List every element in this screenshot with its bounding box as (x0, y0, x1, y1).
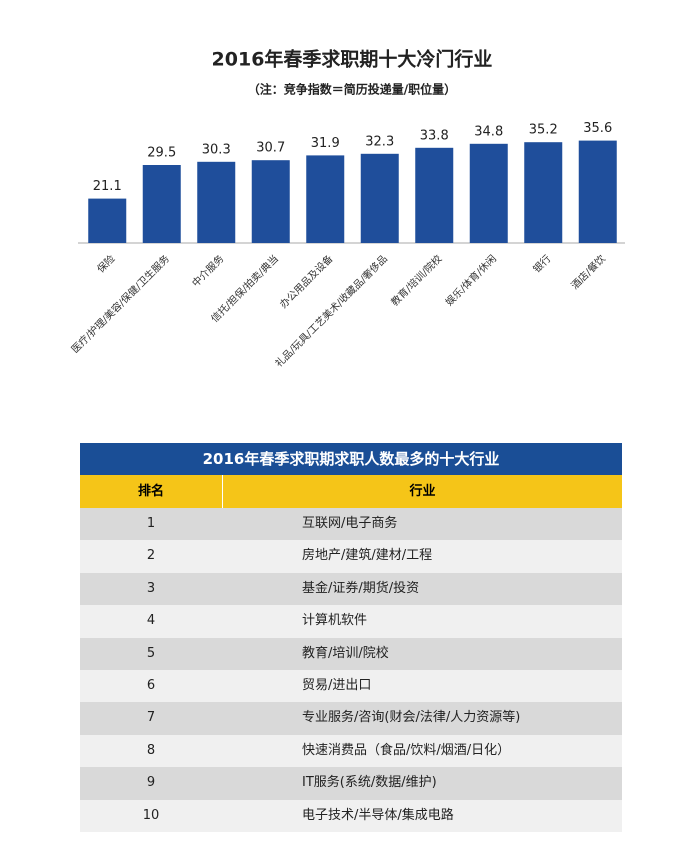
chart-subtitle: （注：竞争指数＝简历投递量/职位量） (248, 82, 456, 97)
chart-title: 2016年春季求职期十大冷门行业 (212, 48, 493, 71)
table-row: 1 互联网/电子商务 (80, 508, 622, 541)
x-tick-label: 酒店/餐饮 (568, 252, 608, 292)
x-tick-label: 教育/培训/院校 (388, 252, 444, 308)
table-cell: 房地产/建筑/建材/工程 (302, 548, 433, 564)
table-row: 8 快速消费品（食品/饮料/烟酒/日化） (80, 734, 622, 768)
bar (306, 155, 345, 243)
data-label: 32.3 (365, 134, 394, 149)
table-cell: IT服务(系统/数据/维护) (302, 775, 437, 791)
data-label: 29.5 (147, 146, 176, 161)
table-cell: 6 (146, 677, 156, 693)
x-tick-label: 礼品/玩具/工艺美术/收藏品/奢侈品 (272, 252, 390, 370)
table-cell: 基金/证券/期货/投资 (302, 580, 420, 596)
table-cell: 4 (146, 613, 156, 629)
bar (251, 160, 290, 243)
header-cell: 排名 (80, 475, 223, 508)
header-cell: 行业 (409, 484, 436, 499)
table-row: 2 房地产/建筑/建材/工程 (80, 540, 622, 573)
table-row: 6 贸易/进出口 (80, 669, 622, 703)
bar (415, 147, 454, 243)
x-tick-label: 医疗/护理/美容/保健/卫生服务 (68, 252, 172, 356)
table-cell: 2 (146, 548, 156, 564)
data-label: 35.6 (583, 121, 612, 136)
table-cell: 专业服务/咨询(财会/法律/人力资源等) (302, 710, 521, 726)
bar (360, 153, 399, 243)
data-label: 35.2 (529, 123, 558, 138)
chart: 2016年春季求职期十大冷门行业 （注：竞争指数＝简历投递量/职位量） 21.1… (68, 48, 625, 370)
table-cell: 7 (146, 710, 156, 726)
table-row: 10 电子技术/半导体/集成电路 (80, 799, 622, 832)
table-row: 7 专业服务/咨询(财会/法律/人力资源等) (80, 702, 622, 735)
table-title: 2016年春季求职期求职人数最多的十大行业 (80, 443, 622, 475)
table-cell: 互联网/电子商务 (302, 516, 398, 531)
data-label: 31.9 (311, 136, 340, 151)
table-cell: 电子技术/半导体/集成电路 (302, 807, 454, 823)
data-label: 30.7 (256, 141, 285, 156)
data-label: 21.1 (93, 179, 122, 194)
bar (469, 143, 508, 243)
table-cell: 计算机软件 (302, 613, 368, 629)
x-tick-label: 中介服务 (189, 252, 226, 289)
table: 2016年春季求职期求职人数最多的十大行业 排名 行业 1 互联网/电子商务 2 房地… (80, 443, 622, 832)
table-row: 9 IT服务(系统/数据/维护) (80, 767, 622, 800)
table-row: 5 教育/培训/院校 (80, 637, 622, 670)
table-row: 3 基金/证券/期货/投资 (80, 572, 622, 606)
x-tick-label: 办公用品及设备 (277, 252, 336, 311)
data-label: 30.3 (202, 142, 231, 157)
bar (88, 198, 127, 243)
table-cell: 教育/培训/院校 (302, 645, 389, 661)
bar (197, 161, 236, 243)
bar (524, 142, 563, 243)
table-cell: 贸易/进出口 (302, 677, 372, 693)
table-row: 4 计算机软件 (80, 605, 622, 638)
x-tick-label: 银行 (530, 252, 553, 275)
table-cell: 8 (146, 742, 156, 758)
data-label: 34.8 (474, 124, 503, 139)
bar (142, 165, 181, 243)
data-label: 33.8 (420, 128, 449, 143)
table-cell: 快速消费品（食品/饮料/烟酒/日化） (302, 742, 511, 758)
table-cell: 1 (146, 516, 156, 531)
table-cell: 5 (146, 645, 156, 661)
bar (578, 140, 617, 243)
table-cell: 10 (142, 807, 160, 823)
table-cell: 3 (146, 580, 156, 596)
x-tick-label: 娱乐/体育/休闲 (443, 252, 499, 308)
x-tick-label: 保险 (94, 252, 117, 275)
table-header: 排名 行业 (80, 475, 622, 508)
table-cell: 9 (146, 775, 156, 791)
